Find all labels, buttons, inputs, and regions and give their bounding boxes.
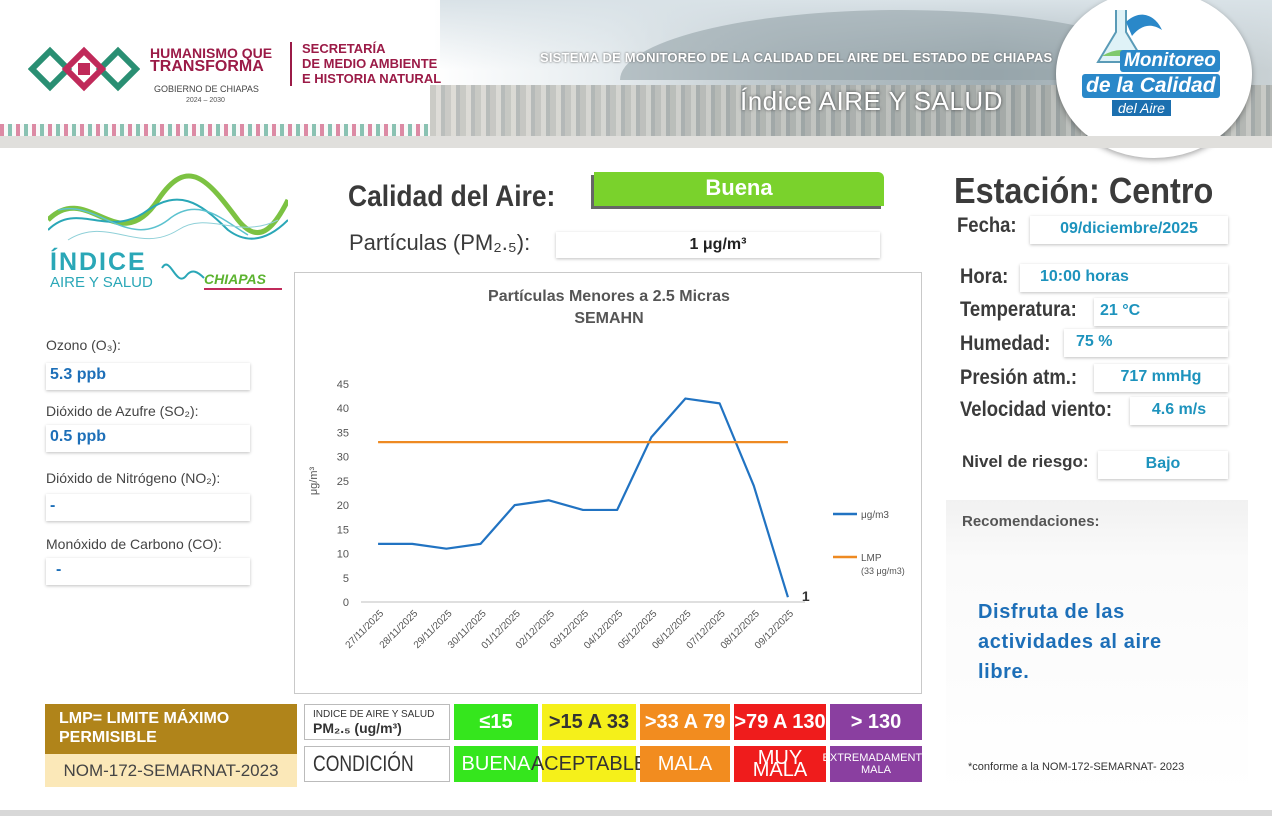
header-bottom-bar: [0, 136, 1272, 148]
temperatura-value: 21 °C: [1094, 298, 1228, 326]
pm25-chart-panel: Partículas Menores a 2.5 Micras SEMAHN μ…: [294, 272, 922, 694]
indice-logo-sub: AIRE Y SALUD: [50, 274, 153, 291]
badge-line2: de la Calidad: [1082, 74, 1220, 98]
secretaria-name: SECRETARÍA DE MEDIO AMBIENTE E HISTORIA …: [302, 41, 441, 86]
nivel-riesgo-value: Bajo: [1098, 451, 1228, 479]
legend-label-series: μg/m3: [861, 510, 889, 521]
pm25-value: 1 μg/m³: [556, 232, 880, 258]
co-value: -: [46, 558, 250, 585]
legend-condition-0: BUENA: [454, 746, 538, 782]
legend-label-lmp: LMP: [861, 553, 882, 564]
hora-label: Hora:: [960, 265, 1009, 288]
legend-condition-2: MALA: [640, 746, 730, 782]
secretaria-line3: E HISTORIA NATURAL: [302, 71, 442, 86]
legend-condicion-text: CONDICIÓN: [313, 751, 414, 776]
lmp-definition: LMP= LIMITE MÁXIMO PERMISIBLE: [45, 704, 297, 754]
hora-value: 10:00 horas: [1020, 264, 1228, 292]
indice-logo-swoosh: [161, 263, 205, 280]
brand-humanismo: HUMANISMO QUE TRANSFORMA: [150, 45, 280, 75]
legend-condition-1: ACEPTABLE: [531, 746, 647, 782]
badge-line1: Monitoreo: [1120, 50, 1220, 72]
velocidad-viento-label: Velocidad viento:: [960, 398, 1112, 421]
chart-y-tick-label: 20: [337, 500, 349, 512]
legend-range-1: >15 A 33: [542, 704, 636, 740]
chart-series-line-0: [378, 397, 789, 598]
chart-y-tick-label: 15: [337, 524, 349, 536]
chart-title: Partículas Menores a 2.5 Micras: [488, 288, 730, 305]
calidad-aire-label: Calidad del Aire:: [348, 180, 556, 213]
chart-subtitle: SEMAHN: [574, 310, 643, 327]
legend-header-pm25: INDICE DE AIRE Y SALUD PM₂.₅ (ug/m³): [304, 704, 450, 740]
indice-wave-logo: [48, 173, 288, 241]
indice-legend-table: INDICE DE AIRE Y SALUD PM₂.₅ (ug/m³) CON…: [304, 704, 929, 786]
chiapas-underline: [204, 288, 282, 290]
chart-y-tick-label: 40: [337, 403, 349, 415]
temperatura-label: Temperatura:: [960, 298, 1077, 321]
legend-header-line1: INDICE DE AIRE Y SALUD: [313, 708, 435, 720]
legend-range-3: >79 A 130: [734, 704, 826, 740]
chart-y-tick-label: 10: [337, 549, 349, 561]
co-label: Monóxido de Carbono (CO):: [46, 536, 222, 552]
estacion-title: Estación: Centro: [954, 170, 1214, 211]
legend-header-condicion: CONDICIÓN: [304, 746, 450, 782]
so2-label: Dióxido de Azufre (SO₂):: [46, 403, 199, 419]
so2-value: 0.5 ppb: [46, 425, 250, 452]
nivel-riesgo-label: Nivel de riesgo:: [962, 452, 1089, 471]
brand-line1: HUMANISMO QUE: [150, 45, 273, 61]
calidad-aire-value: Buena: [594, 172, 884, 206]
chart-y-tick-label: 30: [337, 452, 349, 464]
header-pattern-strip: [0, 124, 430, 136]
no2-label: Dióxido de Nitrógeno (NO₂):: [46, 470, 221, 486]
fecha-label: Fecha:: [957, 214, 1017, 237]
recomendaciones-panel: [946, 500, 1248, 796]
brand-years: 2024 – 2030: [186, 97, 225, 104]
brand-line2: TRANSFORMA: [150, 58, 264, 75]
indice-aire-salud-title: Índice AIRE Y SALUD: [740, 86, 1003, 116]
chart-y-axis-label: μg/m³: [308, 466, 320, 495]
gobierno-knot-logo: [28, 46, 140, 92]
legend-header-line2: PM₂.₅ (ug/m³): [313, 719, 402, 736]
recomendaciones-label: Recomendaciones:: [962, 513, 1100, 530]
brand-gobierno: GOBIERNO DE CHIAPAS: [154, 84, 259, 94]
velocidad-viento-value: 4.6 m/s: [1130, 397, 1228, 425]
pm25-line-chart: Partículas Menores a 2.5 Micras SEMAHN μ…: [308, 288, 905, 652]
legend-range-2: >33 A 79: [640, 704, 730, 740]
secretaria-line1: SECRETARÍA: [302, 41, 386, 56]
pm25-label: Partículas (PM₂.₅):: [349, 230, 531, 255]
humedad-value: 75 %: [1064, 329, 1228, 357]
nom-footnote: *conforme a la NOM-172-SEMARNAT- 2023: [968, 761, 1185, 773]
legend-range-4: > 130: [830, 704, 922, 740]
nom-reference: NOM-172-SEMARNAT-2023: [45, 754, 297, 787]
indice-logo-word: ÍNDICE: [50, 248, 147, 276]
legend-condition-3: MUY MALA: [734, 746, 826, 782]
no2-value: -: [46, 494, 250, 521]
presion-label: Presión atm.:: [960, 366, 1078, 389]
chart-y-tick-label: 35: [337, 427, 349, 439]
chart-last-value-label: 1: [802, 588, 810, 604]
chart-y-tick-label: 5: [343, 573, 349, 585]
ozono-label: Ozono (O₃):: [46, 337, 121, 353]
chart-y-tick-label: 45: [337, 379, 349, 391]
chart-y-tick-label: 0: [343, 597, 349, 609]
indice-logo-chiapas: CHIAPAS: [204, 271, 266, 287]
sistema-title: SISTEMA DE MONITOREO DE LA CALIDAD DEL A…: [540, 50, 1053, 65]
secretaria-line2: DE MEDIO AMBIENTE: [302, 56, 438, 71]
humedad-label: Humedad:: [960, 332, 1051, 355]
badge-line3: del Aire: [1112, 100, 1171, 116]
fecha-value: 09/diciembre/2025: [1030, 216, 1228, 244]
chart-y-tick-label: 25: [337, 476, 349, 488]
legend-condition-4: EXTREMADAMENTE MALA: [823, 746, 929, 782]
presion-value: 717 mmHg: [1094, 364, 1228, 392]
recomendaciones-text: Disfruta de las actividades al aire libr…: [978, 601, 1162, 683]
ozono-value: 5.3 ppb: [46, 363, 250, 390]
legend-label-lmp-sub: (33 μg/m3): [861, 566, 905, 576]
brand-divider: [290, 42, 292, 86]
footer-bar: [0, 810, 1272, 816]
legend-range-0: ≤15: [454, 704, 538, 740]
